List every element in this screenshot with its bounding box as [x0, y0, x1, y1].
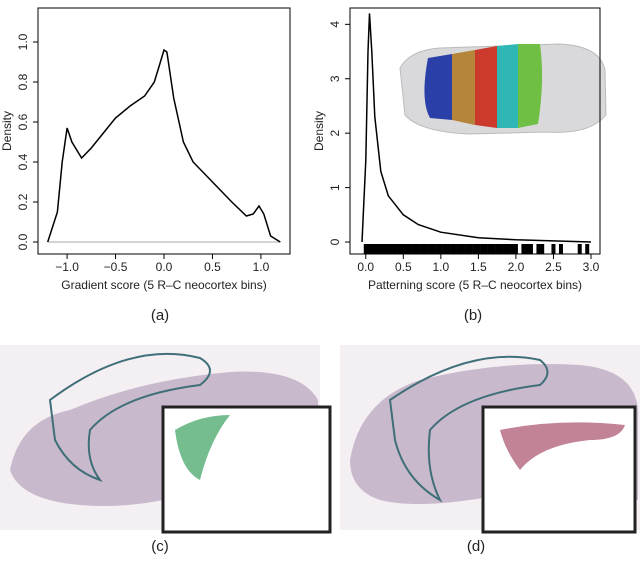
- x-tick-label: 2.0: [508, 260, 525, 274]
- plot-frame: [37, 7, 291, 255]
- y-tick-label: 4: [328, 21, 342, 28]
- x-tick-label: 0.0: [357, 260, 374, 274]
- x-tick-label: 0.0: [156, 260, 173, 274]
- y-tick-label: 0.0: [16, 233, 30, 250]
- x-tick-label: 1.0: [253, 260, 270, 274]
- panel-label: (b): [464, 307, 482, 324]
- x-tick-label: 2.5: [545, 260, 562, 274]
- y-tick-label: 0.2: [16, 193, 30, 210]
- x-tick-label: −0.5: [104, 260, 128, 274]
- panel-label: (a): [151, 307, 169, 324]
- x-tick-label: 3.0: [583, 260, 600, 274]
- panel-label: (d): [467, 538, 485, 555]
- x-tick-label: 1.5: [470, 260, 487, 274]
- y-axis-label: Density: [0, 111, 14, 151]
- panel-label: (c): [151, 538, 169, 555]
- x-axis-label: Gradient score (5 R–C neocortex bins): [61, 278, 266, 292]
- y-tick-label: 0.8: [16, 73, 30, 90]
- y-tick-label: 1.0: [16, 33, 30, 50]
- y-tick-label: 0.4: [16, 153, 30, 170]
- density-line: [46, 48, 281, 243]
- x-tick-label: 0.5: [395, 260, 412, 274]
- y-tick-label: 1: [328, 184, 342, 191]
- y-axis-label: Density: [312, 111, 326, 151]
- y-tick-label: 0: [328, 238, 342, 245]
- x-tick-label: 1.0: [432, 260, 449, 274]
- x-tick-label: −1.0: [55, 260, 79, 274]
- y-tick-label: 2: [328, 130, 342, 137]
- x-axis-label: Patterning score (5 R–C neocortex bins): [368, 278, 582, 292]
- density-line: [361, 13, 592, 243]
- brain-section-d: [340, 345, 640, 534]
- y-tick-label: 3: [328, 75, 342, 82]
- x-tick-label: 0.5: [204, 260, 221, 274]
- brain-render: [399, 43, 607, 135]
- y-tick-label: 0.6: [16, 113, 30, 130]
- brain-section-c: [0, 345, 332, 534]
